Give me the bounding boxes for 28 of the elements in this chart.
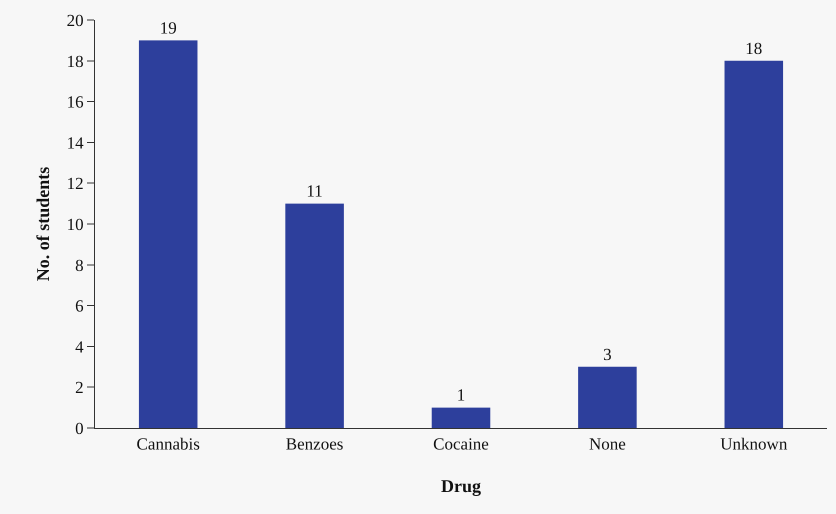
x-tick-label: Cannabis bbox=[136, 434, 200, 454]
x-tick-label: Benzoes bbox=[286, 434, 344, 454]
y-tick-label: 14 bbox=[66, 133, 84, 152]
y-tick-label: 20 bbox=[66, 10, 84, 30]
y-tick-label: 0 bbox=[75, 418, 84, 438]
data-label: 11 bbox=[306, 182, 323, 201]
x-axis-title: Drug bbox=[441, 476, 481, 496]
data-label: 1 bbox=[456, 386, 466, 405]
x-tick-label: Cocaine bbox=[433, 434, 489, 454]
y-tick-label: 16 bbox=[66, 92, 84, 112]
bar bbox=[578, 366, 637, 428]
y-tick-label: 12 bbox=[66, 174, 84, 194]
data-label: 18 bbox=[745, 38, 762, 58]
y-tick-label: 2 bbox=[75, 378, 84, 398]
data-label: 3 bbox=[603, 344, 612, 364]
bar bbox=[724, 60, 784, 428]
y-tick-label: 8 bbox=[75, 256, 84, 275]
y-axis-title: No. of students bbox=[33, 166, 53, 282]
x-tick-label: Unknown bbox=[720, 434, 788, 454]
y-tick-label: 4 bbox=[75, 337, 84, 356]
bar bbox=[138, 40, 198, 428]
data-label: 19 bbox=[160, 18, 177, 38]
x-tick-label: None bbox=[588, 434, 626, 454]
bar bbox=[285, 204, 344, 428]
y-tick-label: 6 bbox=[75, 296, 84, 316]
bar bbox=[432, 408, 490, 428]
y-tick-label: 18 bbox=[66, 52, 84, 71]
y-tick-label: 10 bbox=[66, 214, 84, 234]
